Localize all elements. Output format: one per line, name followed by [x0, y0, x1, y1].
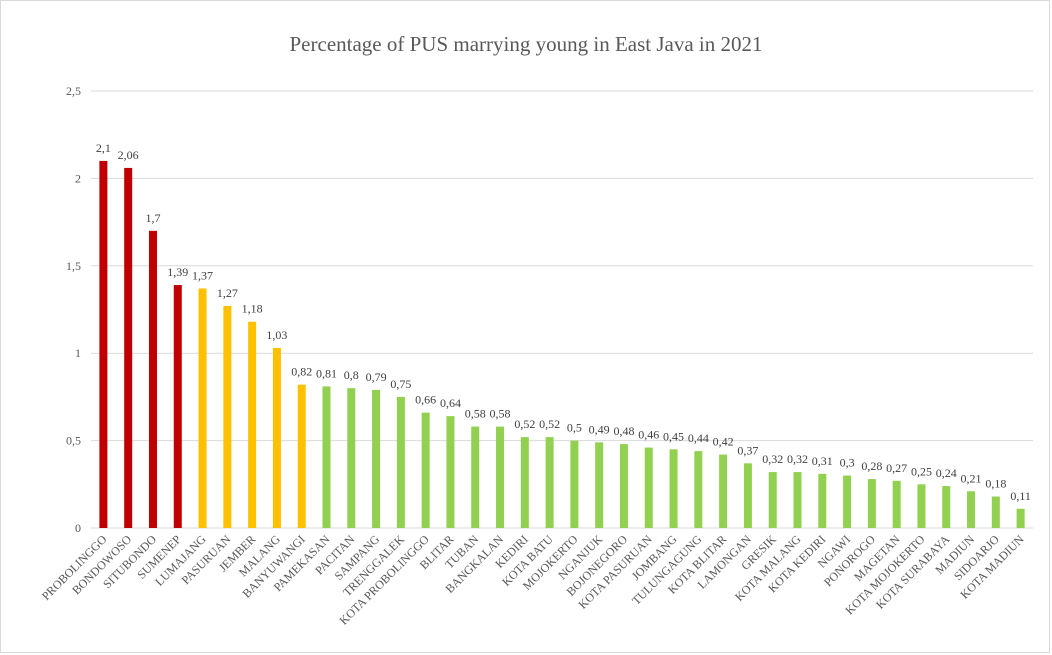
- data-label: 0,82: [291, 365, 312, 379]
- bar: [793, 472, 802, 528]
- data-label: 0,44: [688, 431, 709, 445]
- data-label: 0,28: [861, 459, 882, 473]
- bar: [843, 475, 852, 528]
- data-label: 1,37: [192, 269, 213, 283]
- data-label: 2,06: [118, 148, 139, 162]
- bar: [396, 396, 405, 528]
- data-label: 0,8: [344, 368, 359, 382]
- data-label: 0,49: [589, 422, 610, 436]
- bar: [768, 472, 777, 528]
- data-label: 0,21: [961, 471, 982, 485]
- bar: [198, 288, 207, 528]
- bar: [595, 442, 604, 528]
- bar: [991, 496, 1000, 528]
- data-label: 0,75: [390, 377, 411, 391]
- data-label: 0,24: [936, 466, 957, 480]
- bar: [694, 451, 703, 528]
- bar: [942, 486, 951, 528]
- bar: [421, 412, 430, 528]
- bar: [272, 347, 281, 528]
- bar: [347, 388, 356, 528]
- gridlines: [91, 90, 1033, 529]
- data-label: 0,37: [737, 443, 758, 457]
- bar: [99, 160, 108, 529]
- bar: [967, 491, 976, 528]
- bar: [719, 454, 728, 528]
- chart-title: Percentage of PUS marrying young in East…: [290, 32, 763, 56]
- bar: [743, 463, 752, 528]
- bar: [644, 447, 653, 528]
- data-label: 0,58: [490, 407, 511, 421]
- data-label: 1,27: [217, 286, 238, 300]
- data-label: 0,32: [787, 452, 808, 466]
- data-label: 0,64: [440, 396, 461, 410]
- data-label: 0,31: [812, 454, 833, 468]
- bar: [297, 384, 306, 528]
- y-tick-label: 2: [75, 171, 81, 185]
- data-label: 0,5: [567, 421, 582, 435]
- data-label: 0,32: [762, 452, 783, 466]
- data-label: 0,66: [415, 393, 436, 407]
- data-label: 1,7: [145, 211, 160, 225]
- data-label: 1,03: [266, 328, 287, 342]
- data-label: 0,46: [638, 428, 659, 442]
- data-label: 1,18: [242, 302, 263, 316]
- bar: [867, 479, 876, 528]
- bar: [446, 416, 455, 528]
- bar: [372, 389, 381, 528]
- x-axis-categories: PROBOLINGGOBONDOWOSOSITUBONDOSUMENEPLUMA…: [39, 532, 1027, 627]
- bar: [917, 484, 926, 528]
- bar: [892, 480, 901, 528]
- y-tick-label: 1,5: [66, 259, 81, 273]
- data-label: 0,81: [316, 366, 337, 380]
- bar: [322, 386, 331, 528]
- data-label: 0,18: [985, 477, 1006, 491]
- y-tick-label: 1: [75, 346, 81, 360]
- data-label: 0,79: [366, 370, 387, 384]
- data-label: 0,25: [911, 464, 932, 478]
- bar: [248, 321, 257, 528]
- bar: [545, 437, 554, 528]
- bars: [99, 160, 1025, 529]
- bar: [520, 437, 529, 528]
- bar: [669, 449, 678, 528]
- bar: [471, 426, 480, 528]
- y-tick-label: 0: [75, 521, 81, 535]
- bar: [496, 426, 505, 528]
- data-label: 0,48: [613, 424, 634, 438]
- bar: [223, 306, 232, 528]
- y-tick-label: 2,5: [66, 84, 81, 98]
- bar: [124, 167, 133, 529]
- data-label: 0,3: [840, 456, 855, 470]
- data-label: 0,11: [1010, 489, 1031, 503]
- bar: [619, 444, 628, 528]
- data-label: 0,58: [465, 407, 486, 421]
- bar: [570, 440, 579, 528]
- y-axis-ticks: 0 0,5 1 1,5 2 2,5: [66, 84, 81, 535]
- y-tick-label: 0,5: [66, 434, 81, 448]
- bar: [148, 230, 157, 528]
- bar: [173, 285, 182, 528]
- data-labels: 2,1 2,06 1,7 1,39 1,37 1,27 1,181,03 0,82 0,81 0,…: [96, 141, 1031, 503]
- bar: [1016, 508, 1025, 528]
- data-label: 0,42: [713, 435, 734, 449]
- data-label: 0,27: [886, 461, 907, 475]
- data-label: 0,45: [663, 429, 684, 443]
- data-label: 1,39: [167, 265, 188, 279]
- data-label: 0,52: [539, 417, 560, 431]
- data-label: 0,52: [514, 417, 535, 431]
- bar: [818, 473, 827, 528]
- data-label: 2,1: [96, 141, 111, 155]
